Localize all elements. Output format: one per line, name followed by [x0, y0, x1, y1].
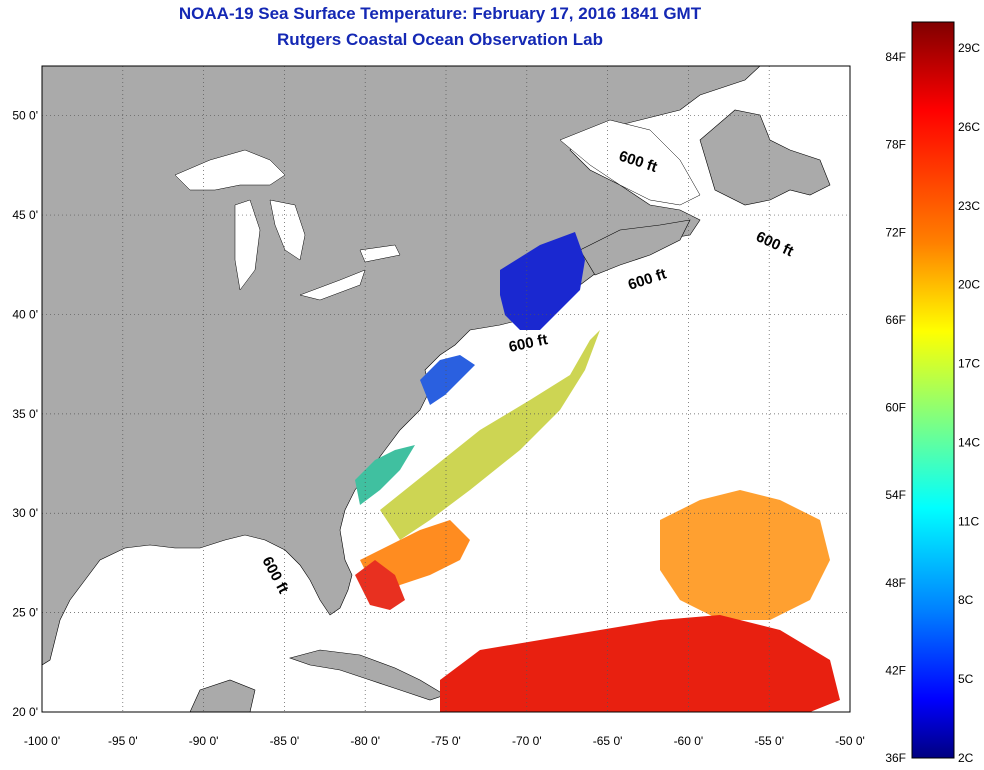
land-nova-scotia — [579, 219, 691, 276]
colorbar-c-label: 2C — [958, 751, 974, 765]
lake-erie-ontario — [299, 244, 401, 301]
latitude-labels: 20 0' 25 0' 30 0' 35 0' 40 0' 45 0' 50 0' — [12, 109, 38, 719]
lon-tick-label: -50 0' — [835, 734, 865, 748]
colorbar-c-label: 14C — [958, 435, 980, 449]
colorbar-c-label: 20C — [958, 278, 980, 292]
lon-tick-label: -70 0' — [512, 734, 542, 748]
land-newfoundland — [699, 109, 831, 206]
sst-hot-region-florida — [355, 560, 405, 610]
map-frame — [41, 65, 851, 713]
colorbar-c-label: 23C — [958, 199, 980, 213]
lat-tick-label: 30 0' — [12, 506, 38, 520]
sst-cold-region — [500, 232, 585, 330]
colorbar-f-label: 78F — [885, 138, 906, 152]
colorbar-c-label: 8C — [958, 593, 974, 607]
lon-tick-label: -90 0' — [189, 734, 219, 748]
land-cuba — [288, 649, 446, 701]
title-line-1: NOAA-19 Sea Surface Temperature: Februar… — [178, 4, 702, 23]
sst-hot-region — [440, 615, 840, 712]
lon-tick-label: -55 0' — [754, 734, 784, 748]
colorbar-c-label: 26C — [958, 120, 980, 134]
sst-gulfstream-band — [380, 330, 600, 540]
lat-tick-label: 50 0' — [12, 109, 38, 123]
colorbar-f-label: 42F — [885, 663, 906, 677]
lat-tick-label: 20 0' — [12, 705, 38, 719]
lat-tick-label: 35 0' — [12, 407, 38, 421]
colorbar-f-label: 84F — [885, 50, 906, 64]
sst-warm-region-east — [660, 490, 830, 620]
land-yucatan — [189, 679, 256, 712]
colorbar-f-label: 36F — [885, 751, 906, 765]
lon-tick-label: -100 0' — [24, 734, 60, 748]
title-line-2: Rutgers Coastal Ocean Observation Lab — [277, 30, 603, 49]
lat-tick-label: 40 0' — [12, 307, 38, 321]
lake-superior — [174, 149, 286, 191]
colorbar-c-label: 11C — [958, 514, 979, 528]
lat-tick-label: 25 0' — [12, 606, 38, 620]
lon-tick-label: -60 0' — [674, 734, 704, 748]
lat-tick-label: 45 0' — [12, 208, 38, 222]
lon-tick-label: -65 0' — [593, 734, 623, 748]
colorbar-c-label: 17C — [958, 357, 980, 371]
colorbar-fahrenheit-labels: 84F 78F 72F 66F 60F 54F 48F 42F 36F — [885, 50, 906, 765]
lon-tick-label: -80 0' — [350, 734, 380, 748]
colorbar — [911, 21, 955, 759]
map-grid — [42, 66, 850, 712]
colorbar-f-label: 72F — [885, 225, 906, 239]
land-north-america — [42, 66, 761, 666]
lon-tick-label: -75 0' — [431, 734, 461, 748]
gulf-st-lawrence — [559, 119, 701, 206]
colorbar-celsius-labels: 29C 26C 23C 20C 17C 14C 11C 8C 5C 2C — [958, 41, 980, 765]
colorbar-f-label: 60F — [885, 401, 906, 415]
colorbar-c-label: 5C — [958, 672, 974, 686]
sst-coastal-band — [355, 445, 415, 505]
colorbar-f-label: 48F — [885, 576, 906, 590]
colorbar-f-label: 66F — [885, 313, 906, 327]
colorbar-c-label: 29C — [958, 41, 980, 55]
lake-michigan-huron — [234, 199, 306, 291]
lon-tick-label: -95 0' — [108, 734, 138, 748]
longitude-labels: -100 0' -95 0' -90 0' -85 0' -80 0' -75 0' -70… — [24, 734, 865, 748]
colorbar-f-label: 54F — [885, 488, 906, 502]
sst-cold-region-2 — [420, 355, 475, 405]
lon-tick-label: -85 0' — [270, 734, 300, 748]
